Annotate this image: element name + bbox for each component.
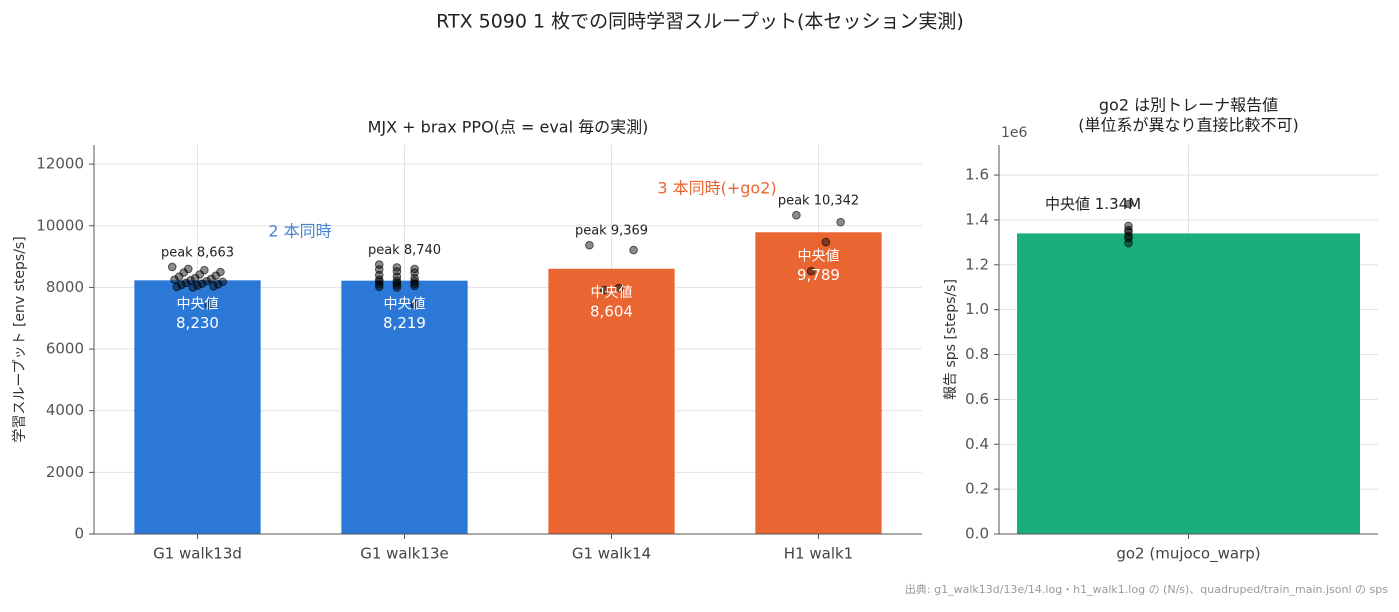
value-label: 9,789 <box>797 266 840 284</box>
eval-point <box>202 276 211 286</box>
peak-label: peak 8,663 <box>161 245 234 260</box>
eval-point <box>1124 199 1133 209</box>
figure-title: RTX 5090 1 枚での同時学習スループット(本セッション実測) <box>436 11 964 33</box>
eval-point <box>193 281 202 290</box>
bar <box>548 268 675 534</box>
eval-point <box>209 281 218 291</box>
y-tick-label: 4000 <box>46 401 84 419</box>
y-tick-label: 0.0 <box>965 525 989 543</box>
y-tick-label: 0.2 <box>965 480 989 498</box>
x-tick-label: go2 (mujoco_warp) <box>1116 545 1260 564</box>
eval-point <box>821 237 831 247</box>
eval-point <box>585 240 594 250</box>
eval-point <box>792 210 801 220</box>
chart-title: go2 は別トレーナ報告値 <box>1099 96 1278 115</box>
bar <box>755 232 882 534</box>
eval-point <box>213 280 223 289</box>
eval-point <box>211 271 221 280</box>
eval-point <box>806 266 816 276</box>
y-offset-label: 1e6 <box>1001 125 1028 141</box>
value-label: 8,219 <box>383 314 426 332</box>
y-tick-label: 0.6 <box>965 390 989 408</box>
y-tick-label: 0.4 <box>965 435 989 453</box>
chart-title: (単位系が異なり直接比較不可) <box>1078 116 1299 135</box>
eval-point <box>204 300 214 310</box>
y-tick-label: 6000 <box>46 340 84 358</box>
median-caption: 中央値 <box>384 297 426 313</box>
eval-point <box>374 282 384 292</box>
eval-point <box>218 277 228 287</box>
value-label: 8,604 <box>590 302 633 320</box>
source-note: 出典: g1_walk13d/13e/14.log・h1_walk1.log の… <box>905 582 1388 596</box>
value-label: 中央値 1.34M <box>1045 195 1141 213</box>
eval-point <box>177 280 186 290</box>
eval-point <box>836 217 845 227</box>
y-tick-label: 0 <box>74 525 84 543</box>
y-tick-label: 0.8 <box>965 345 989 363</box>
bar <box>341 280 468 534</box>
peak-label: peak 10,342 <box>778 194 859 209</box>
y-axis-label: 報告 sps [steps/s] <box>943 279 959 400</box>
x-tick-label: G1 walk13d <box>153 545 242 563</box>
chart-title: MJX + brax PPO(点 = eval 毎の実測) <box>368 118 649 137</box>
x-tick-label: G1 walk14 <box>572 545 651 563</box>
eval-point <box>181 278 191 288</box>
eval-point <box>374 270 384 280</box>
eval-point <box>197 279 207 289</box>
eval-point <box>374 275 384 285</box>
peak-label: peak 9,369 <box>575 224 648 239</box>
eval-point <box>599 285 609 295</box>
group-annotation: 3 本同時(+go2) <box>657 179 776 198</box>
y-tick-label: 12000 <box>36 155 84 173</box>
eval-point <box>614 283 624 293</box>
median-caption: 中央値 <box>798 248 840 264</box>
peak-label: peak 8,740 <box>368 243 441 258</box>
eval-point <box>374 280 384 289</box>
bar <box>134 280 261 534</box>
y-tick-label: 10000 <box>36 216 84 234</box>
median-caption: 中央値 <box>177 296 219 312</box>
eval-point <box>629 245 638 255</box>
eval-point <box>410 279 419 289</box>
x-tick-label: G1 walk13e <box>360 545 449 563</box>
y-tick-label: 2000 <box>46 463 84 481</box>
eval-point <box>392 280 402 290</box>
eval-point <box>392 276 402 285</box>
y-tick-label: 8000 <box>46 278 84 296</box>
eval-point <box>1124 231 1133 241</box>
eval-point <box>167 262 177 272</box>
eval-point <box>170 275 179 285</box>
value-label: 8,230 <box>176 314 219 332</box>
group-annotation: 2 本同時 <box>268 222 331 241</box>
x-tick-label: H1 walk1 <box>784 545 853 563</box>
y-tick-label: 1.4 <box>965 210 989 228</box>
eval-point <box>1124 238 1133 248</box>
eval-point <box>392 283 402 292</box>
median-caption: 中央値 <box>591 285 633 301</box>
eval-point <box>392 278 402 288</box>
eval-point <box>188 283 198 292</box>
y-tick-label: 1.2 <box>965 255 989 273</box>
y-tick-label: 1.6 <box>965 166 989 184</box>
eval-point <box>410 281 419 291</box>
eval-point <box>410 276 419 286</box>
eval-point <box>172 282 182 292</box>
y-axis-label: 学習スループット [env steps/s] <box>12 236 28 442</box>
eval-point <box>174 272 184 281</box>
y-tick-label: 1.0 <box>965 300 989 318</box>
eval-point <box>410 299 419 309</box>
bar <box>1017 233 1360 534</box>
